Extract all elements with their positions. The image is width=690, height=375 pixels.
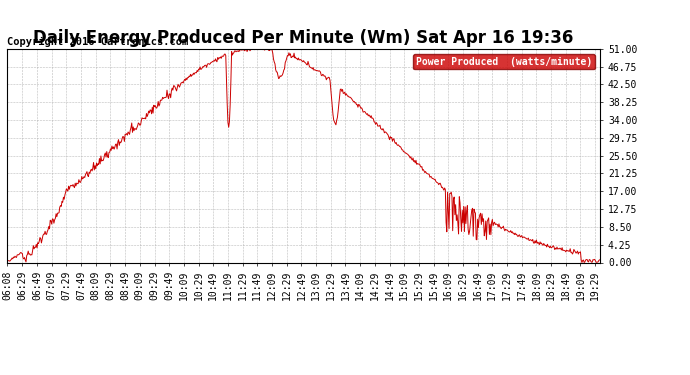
Legend: Power Produced  (watts/minute): Power Produced (watts/minute) [413, 54, 595, 69]
Text: Copyright 2016 Cartronics.com: Copyright 2016 Cartronics.com [7, 37, 188, 46]
Title: Daily Energy Produced Per Minute (Wm) Sat Apr 16 19:36: Daily Energy Produced Per Minute (Wm) Sa… [33, 29, 574, 47]
